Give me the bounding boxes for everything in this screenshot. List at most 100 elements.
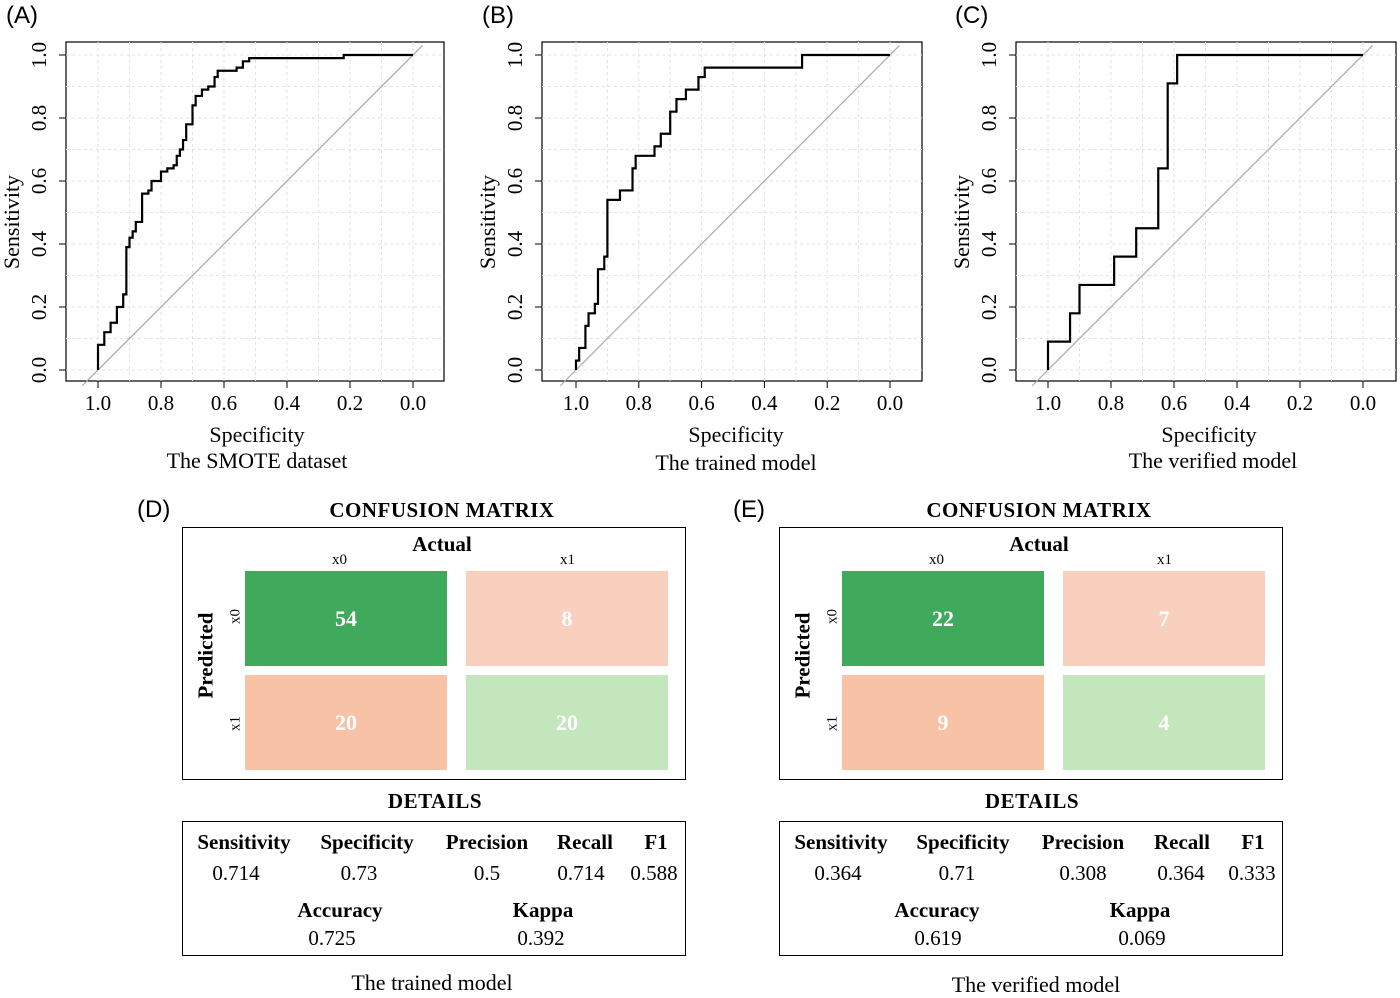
col-label: x0 xyxy=(929,552,944,568)
panel-tag: (D) xyxy=(137,496,171,523)
x-axis-label: Specificity xyxy=(1161,422,1257,447)
kappa-value: 0.392 xyxy=(517,926,565,950)
accuracy-value: 0.619 xyxy=(914,926,962,950)
row-label: x1 xyxy=(227,716,244,731)
x-tick-label: 1.0 xyxy=(1035,391,1061,415)
kappa-name: Kappa xyxy=(512,898,574,922)
matrix-cell-fp: 8 xyxy=(466,571,668,666)
matrix-cell-fn: 9 xyxy=(842,675,1044,770)
x-axis-label: Specificity xyxy=(688,422,784,447)
y-tick-label: 1.0 xyxy=(27,42,51,68)
reference-diagonal xyxy=(559,45,900,387)
reference-diagonal xyxy=(1031,45,1373,387)
roc-chart: 1.0 0.8 0.6 0.4 0.2 0.0 0.0 0.2 0.4 0.6 0.8 1.0 Sens… xyxy=(0,41,445,415)
y-tick-label: 0.0 xyxy=(503,357,527,383)
metric-name: F1 xyxy=(644,830,668,854)
panel-caption: The verified model xyxy=(951,972,1121,997)
x-tick-label: 0.2 xyxy=(814,391,840,415)
actual-label: Actual xyxy=(1009,532,1069,556)
roc-chart: 1.0 0.8 0.6 0.4 0.2 0.0 0.0 0.2 0.4 0.6 0.8 1.0 Sens… xyxy=(949,41,1397,415)
x-tick-label: 1.0 xyxy=(85,391,111,415)
col-label: x0 xyxy=(332,552,347,568)
x-tick-label: 0.0 xyxy=(1350,391,1376,415)
x-tick-label: 0.4 xyxy=(751,391,778,415)
matrix-cell-tn: 4 xyxy=(1063,675,1265,770)
x-tick-label: 0.0 xyxy=(400,391,426,415)
y-tick-label: 0.6 xyxy=(977,168,1001,194)
matrix-cell-tp: 22 xyxy=(842,571,1044,666)
reference-diagonal xyxy=(81,45,423,387)
y-tick-label: 0.8 xyxy=(503,105,527,131)
x-tick-label: 0.8 xyxy=(148,391,174,415)
x-tick-label: 0.4 xyxy=(274,391,301,415)
y-tick-label: 0.4 xyxy=(977,230,1001,257)
y-tick-label: 0.2 xyxy=(977,294,1001,320)
panel-tag: (A) xyxy=(6,2,38,29)
x-tick-label: 0.6 xyxy=(688,391,714,415)
x-tick-label: 0.0 xyxy=(877,391,903,415)
metric-name: Specificity xyxy=(916,830,1010,854)
chart-subtitle: The verified model xyxy=(1128,448,1298,473)
y-tick-label: 1.0 xyxy=(503,42,527,68)
y-tick-label: 0.2 xyxy=(27,294,51,320)
y-tick-label: 0.8 xyxy=(977,105,1001,131)
confusion-matrix-title: CONFUSION MATRIX xyxy=(926,498,1152,522)
row-label: x0 xyxy=(824,609,841,624)
chart-subtitle: The SMOTE dataset xyxy=(166,448,348,473)
metric-name: Precision xyxy=(445,830,529,854)
details-title: DETAILS xyxy=(984,789,1080,813)
y-tick-label: 0.0 xyxy=(977,357,1001,383)
y-axis-label: Sensitivity xyxy=(949,175,974,269)
kappa-value: 0.069 xyxy=(1118,926,1166,950)
y-axis-label: Sensitivity xyxy=(475,175,500,269)
col-label: x1 xyxy=(1157,552,1172,568)
x-tick-label: 0.6 xyxy=(1161,391,1187,415)
x-tick-label: 0.6 xyxy=(211,391,237,415)
panel-tag: (C) xyxy=(955,2,989,29)
accuracy-name: Accuracy xyxy=(894,898,980,922)
predicted-label: Predicted xyxy=(193,612,218,699)
metric-value: 0.5 xyxy=(473,861,501,885)
confusion-matrix-box xyxy=(182,527,686,780)
matrix-cell-tp: 54 xyxy=(245,571,447,666)
roc-curve xyxy=(574,53,890,370)
accuracy-value: 0.725 xyxy=(308,926,356,950)
y-tick-label: 0.2 xyxy=(503,294,527,320)
metric-value: 0.308 xyxy=(1059,861,1107,885)
roc-curve xyxy=(1046,53,1363,370)
x-tick-label: 0.4 xyxy=(1224,391,1251,415)
metric-name: Precision xyxy=(1041,830,1125,854)
actual-label: Actual xyxy=(412,532,472,556)
metric-value: 0.714 xyxy=(557,861,605,885)
row-label: x1 xyxy=(824,716,841,731)
metric-name: Sensitivity xyxy=(794,830,888,854)
x-tick-label: 1.0 xyxy=(563,391,589,415)
metric-value: 0.364 xyxy=(814,861,862,885)
y-tick-label: 0.4 xyxy=(27,230,51,257)
metric-value: 0.588 xyxy=(630,861,678,885)
y-tick-label: 1.0 xyxy=(977,42,1001,68)
col-label: x1 xyxy=(560,552,575,568)
y-tick-label: 0.6 xyxy=(27,168,51,194)
metric-name: Specificity xyxy=(320,830,414,854)
metric-name: Sensitivity xyxy=(197,830,291,854)
matrix-cell-tn: 20 xyxy=(466,675,668,770)
panel-tag: (E) xyxy=(733,496,765,523)
y-tick-label: 0.8 xyxy=(27,105,51,131)
details-title: DETAILS xyxy=(387,789,483,813)
x-tick-label: 0.8 xyxy=(1098,391,1124,415)
details-box xyxy=(182,821,686,956)
metric-name: F1 xyxy=(1241,830,1265,854)
confusion-matrix-title: CONFUSION MATRIX xyxy=(329,498,555,522)
metric-value: 0.714 xyxy=(212,861,260,885)
details-box xyxy=(779,821,1283,956)
plot-frame xyxy=(541,41,923,382)
accuracy-name: Accuracy xyxy=(297,898,383,922)
metric-value: 0.73 xyxy=(340,861,378,885)
x-tick-label: 0.2 xyxy=(337,391,363,415)
kappa-name: Kappa xyxy=(1109,898,1171,922)
y-axis-label: Sensitivity xyxy=(0,175,24,269)
panel-tag: (B) xyxy=(482,2,514,29)
roc-chart: 1.0 0.8 0.6 0.4 0.2 0.0 0.0 0.2 0.4 0.6 0.8 1.0 Sens… xyxy=(475,41,923,415)
metric-name: Recall xyxy=(557,830,613,854)
